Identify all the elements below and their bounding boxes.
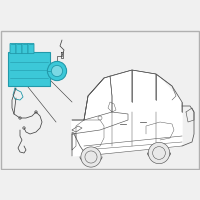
FancyBboxPatch shape bbox=[22, 43, 28, 54]
Polygon shape bbox=[72, 112, 128, 134]
FancyBboxPatch shape bbox=[10, 43, 16, 54]
Circle shape bbox=[81, 147, 101, 167]
Circle shape bbox=[47, 61, 67, 81]
FancyBboxPatch shape bbox=[16, 43, 22, 54]
Circle shape bbox=[51, 65, 63, 77]
Circle shape bbox=[148, 142, 170, 164]
FancyBboxPatch shape bbox=[28, 43, 34, 54]
Polygon shape bbox=[72, 70, 182, 156]
FancyBboxPatch shape bbox=[8, 52, 50, 86]
